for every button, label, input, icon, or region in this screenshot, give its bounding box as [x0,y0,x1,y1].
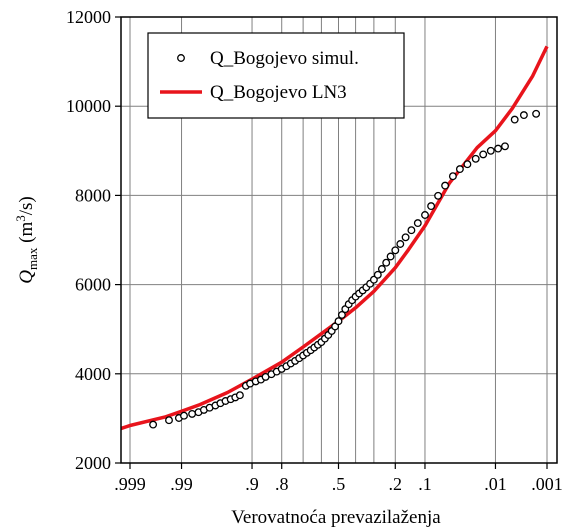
x-tick-label: .1 [418,474,432,494]
simul-point [486,146,495,155]
simul-point [373,270,382,279]
tick-labels: 2000 4000 6000 8000 10000 12000 .999 .99 .9 .8 .5.… [66,7,563,494]
simul-point [532,109,541,118]
simul-point [337,310,346,319]
simul-point [427,202,436,211]
y-tick-label: 4000 [75,364,111,384]
x-tick-label: .9 [245,474,259,494]
simul-point [188,409,197,418]
x-tick-label: .8 [275,474,289,494]
x-tick-label: .999 [114,474,146,494]
y-tick-label: 8000 [75,185,111,205]
simul-point [421,211,429,219]
x-tick-label: .2 [389,474,403,494]
simul-point [396,240,405,248]
series-layer [121,45,549,431]
simul-point [165,416,173,425]
legend-label-simul: Q_Bogojevo simul. [210,48,359,69]
y-axis-title-unit-end: /s) [16,196,37,215]
simul-point [471,154,480,163]
simul-point [463,160,472,169]
simul-point [377,265,386,273]
y-axis-title: Qmax (m3/s) [13,196,40,283]
x-tick-label: .01 [484,474,507,494]
ln3-fit-line [121,45,549,431]
y-axis-title-unit: (m [16,222,37,248]
x-tick-label: .99 [170,474,193,494]
y-tick-label: 6000 [75,275,111,295]
simul-point [391,246,400,255]
simul-point [501,142,509,151]
simul-point [448,172,457,181]
legend-marker-simul [177,54,185,62]
simul-point [369,275,378,284]
legend-label-ln3: Q_Bogojevo LN3 [210,82,347,103]
simul-point [455,165,464,174]
plot-area [121,45,549,431]
simul-point [434,191,443,200]
simul-point [407,226,416,235]
legend-box [147,32,405,119]
plot-frame [120,16,558,464]
simul-point [494,144,503,153]
legend: Q_Bogojevo simul. Q_Bogojevo LN3 [147,32,405,119]
y-axis-title-main: Q [16,270,37,284]
simul-point [519,111,528,120]
simul-point [382,258,391,267]
y-tick-label: 12000 [66,7,111,27]
simul-point [441,181,450,190]
x-axis-title: Verovatnoća prevazilaženja [231,507,441,528]
simul-point [149,420,158,429]
x-tick-label: .5 [332,474,346,494]
y-axis-title-unit-sup: 3 [13,215,28,222]
y-axis-title-sub: max [25,247,40,270]
simul-point [334,317,343,326]
simul-point [413,219,422,228]
simul-point [180,411,188,420]
x-tick-label: .001 [531,474,563,494]
simul-point [479,150,488,159]
simul-point [510,115,519,124]
simul-point [386,252,395,261]
y-tick-label: 10000 [66,96,111,116]
simul-point [235,391,244,400]
simul-point [401,233,410,242]
y-tick-label: 2000 [75,453,111,473]
axis-ticks [115,16,548,469]
